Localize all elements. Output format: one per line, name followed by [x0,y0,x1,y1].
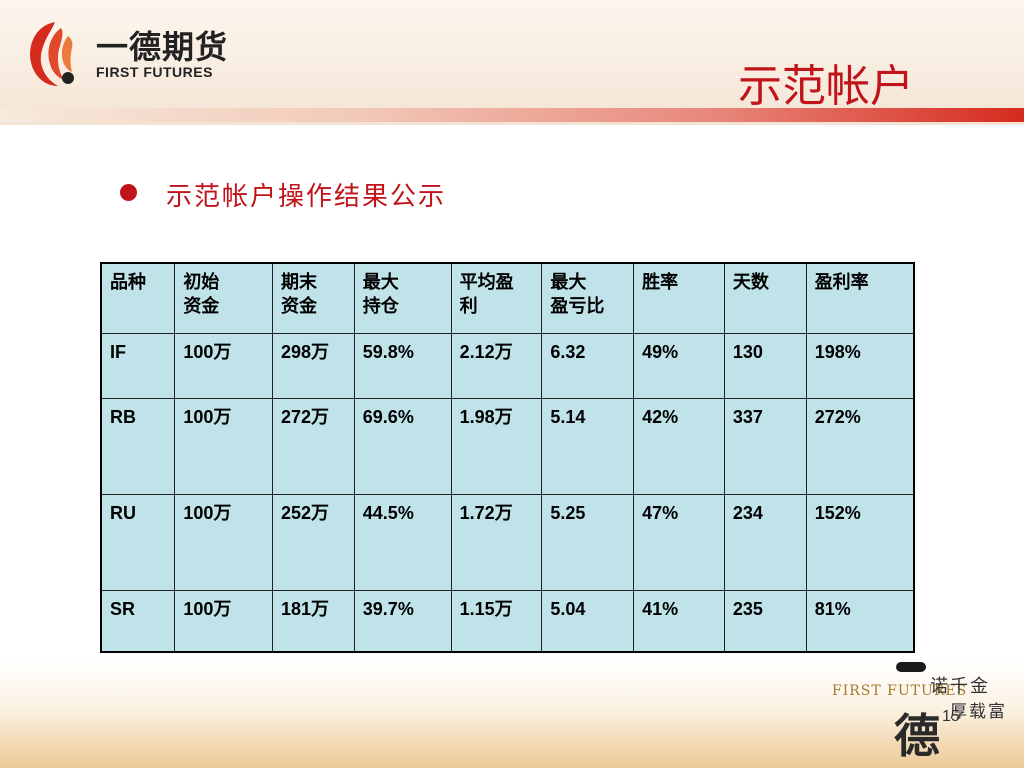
table-cell: 69.6% [353,397,452,495]
footer-brand-english: FIRST FUTURES [832,683,968,699]
slide-title: 示范帐户 [738,61,914,112]
table-cell: 337 [723,397,807,495]
results-table: 品种 初始 资金 期末 资金 最大 持仓 平均盈利 最大 盈亏比 胜率 天数 盈利率 I… [100,262,915,653]
table-cell: 5.25 [541,493,635,591]
table-cell: 235 [723,589,807,653]
table-cell: 272万 [272,397,355,495]
footer-brand-character: 德 [894,709,940,763]
table-cell: 252万 [272,493,355,591]
table-cell: 234 [723,493,807,591]
header-variety: 品种 [100,262,176,334]
brush-stroke-icon [896,662,926,672]
table-cell: 42% [633,397,725,495]
table-cell: 1.72万 [450,493,543,591]
table-cell: 39.7% [353,589,452,653]
table-cell: 6.32 [541,332,635,399]
table-row: IF 100万 298万 59.8% 2.12万 6.32 49% 130 19… [100,332,915,399]
table-cell: 5.14 [541,397,635,495]
table-header-row: 品种 初始 资金 期末 资金 最大 持仓 平均盈利 最大 盈亏比 胜率 天数 盈利率 [100,262,915,334]
header-days: 天数 [723,262,807,334]
table-cell: 59.8% [353,332,452,399]
table-cell: 2.12万 [450,332,543,399]
table-cell: 47% [633,493,725,591]
table-cell: 49% [633,332,725,399]
table-cell: 41% [633,589,725,653]
table-cell: 44.5% [353,493,452,591]
company-logo: 一德期货 FIRST FUTURES [24,18,254,90]
header-final-capital: 期末 资金 [272,262,355,334]
bullet-dot-icon [120,184,137,201]
table-row: RB 100万 272万 69.6% 1.98万 5.14 42% 337 27… [100,397,915,495]
logo-chinese-name: 一德期货 [96,28,229,66]
table-cell: 1.15万 [450,589,543,653]
table-cell: 100万 [174,332,273,399]
table-cell: 100万 [174,589,273,653]
header-avg-profit: 平均盈利 [450,262,543,334]
header-initial-capital: 初始 资金 [174,262,273,334]
bullet-text: 示范帐户操作结果公示 [166,182,447,212]
header-profit-rate: 盈利率 [805,262,915,334]
slogan-line-2: 厚载富 [950,702,1007,722]
table-cell: 100万 [174,493,273,591]
table-cell: RB [100,397,176,495]
header-win-rate: 胜率 [633,262,725,334]
logo-english-name: FIRST FUTURES [96,64,213,80]
header-max-position: 最大 持仓 [353,262,452,334]
table-cell: 152% [805,493,915,591]
table-cell: 100万 [174,397,273,495]
table-cell: IF [100,332,176,399]
table-cell: RU [100,493,176,591]
table-cell: 81% [805,589,915,653]
logo-emblem-icon [30,22,74,86]
table-cell: 198% [805,332,915,399]
page-number: 15 [942,708,960,725]
table-row: SR 100万 181万 39.7% 1.15万 5.04 41% 235 81… [100,589,915,653]
table-cell: 5.04 [541,589,635,653]
table-row: RU 100万 252万 44.5% 1.72万 5.25 47% 234 15… [100,493,915,591]
table-cell: SR [100,589,176,653]
header-background [0,0,1024,125]
header-stripe [0,108,1024,122]
footer-sand-background [0,660,1024,768]
table-cell: 1.98万 [450,397,543,495]
table-cell: 130 [723,332,807,399]
header-max-pl-ratio: 最大 盈亏比 [541,262,635,334]
table-cell: 272% [805,397,915,495]
slogan-line-1: 诺千金 [930,676,990,697]
table-cell: 298万 [272,332,355,399]
table-cell: 181万 [272,589,355,653]
